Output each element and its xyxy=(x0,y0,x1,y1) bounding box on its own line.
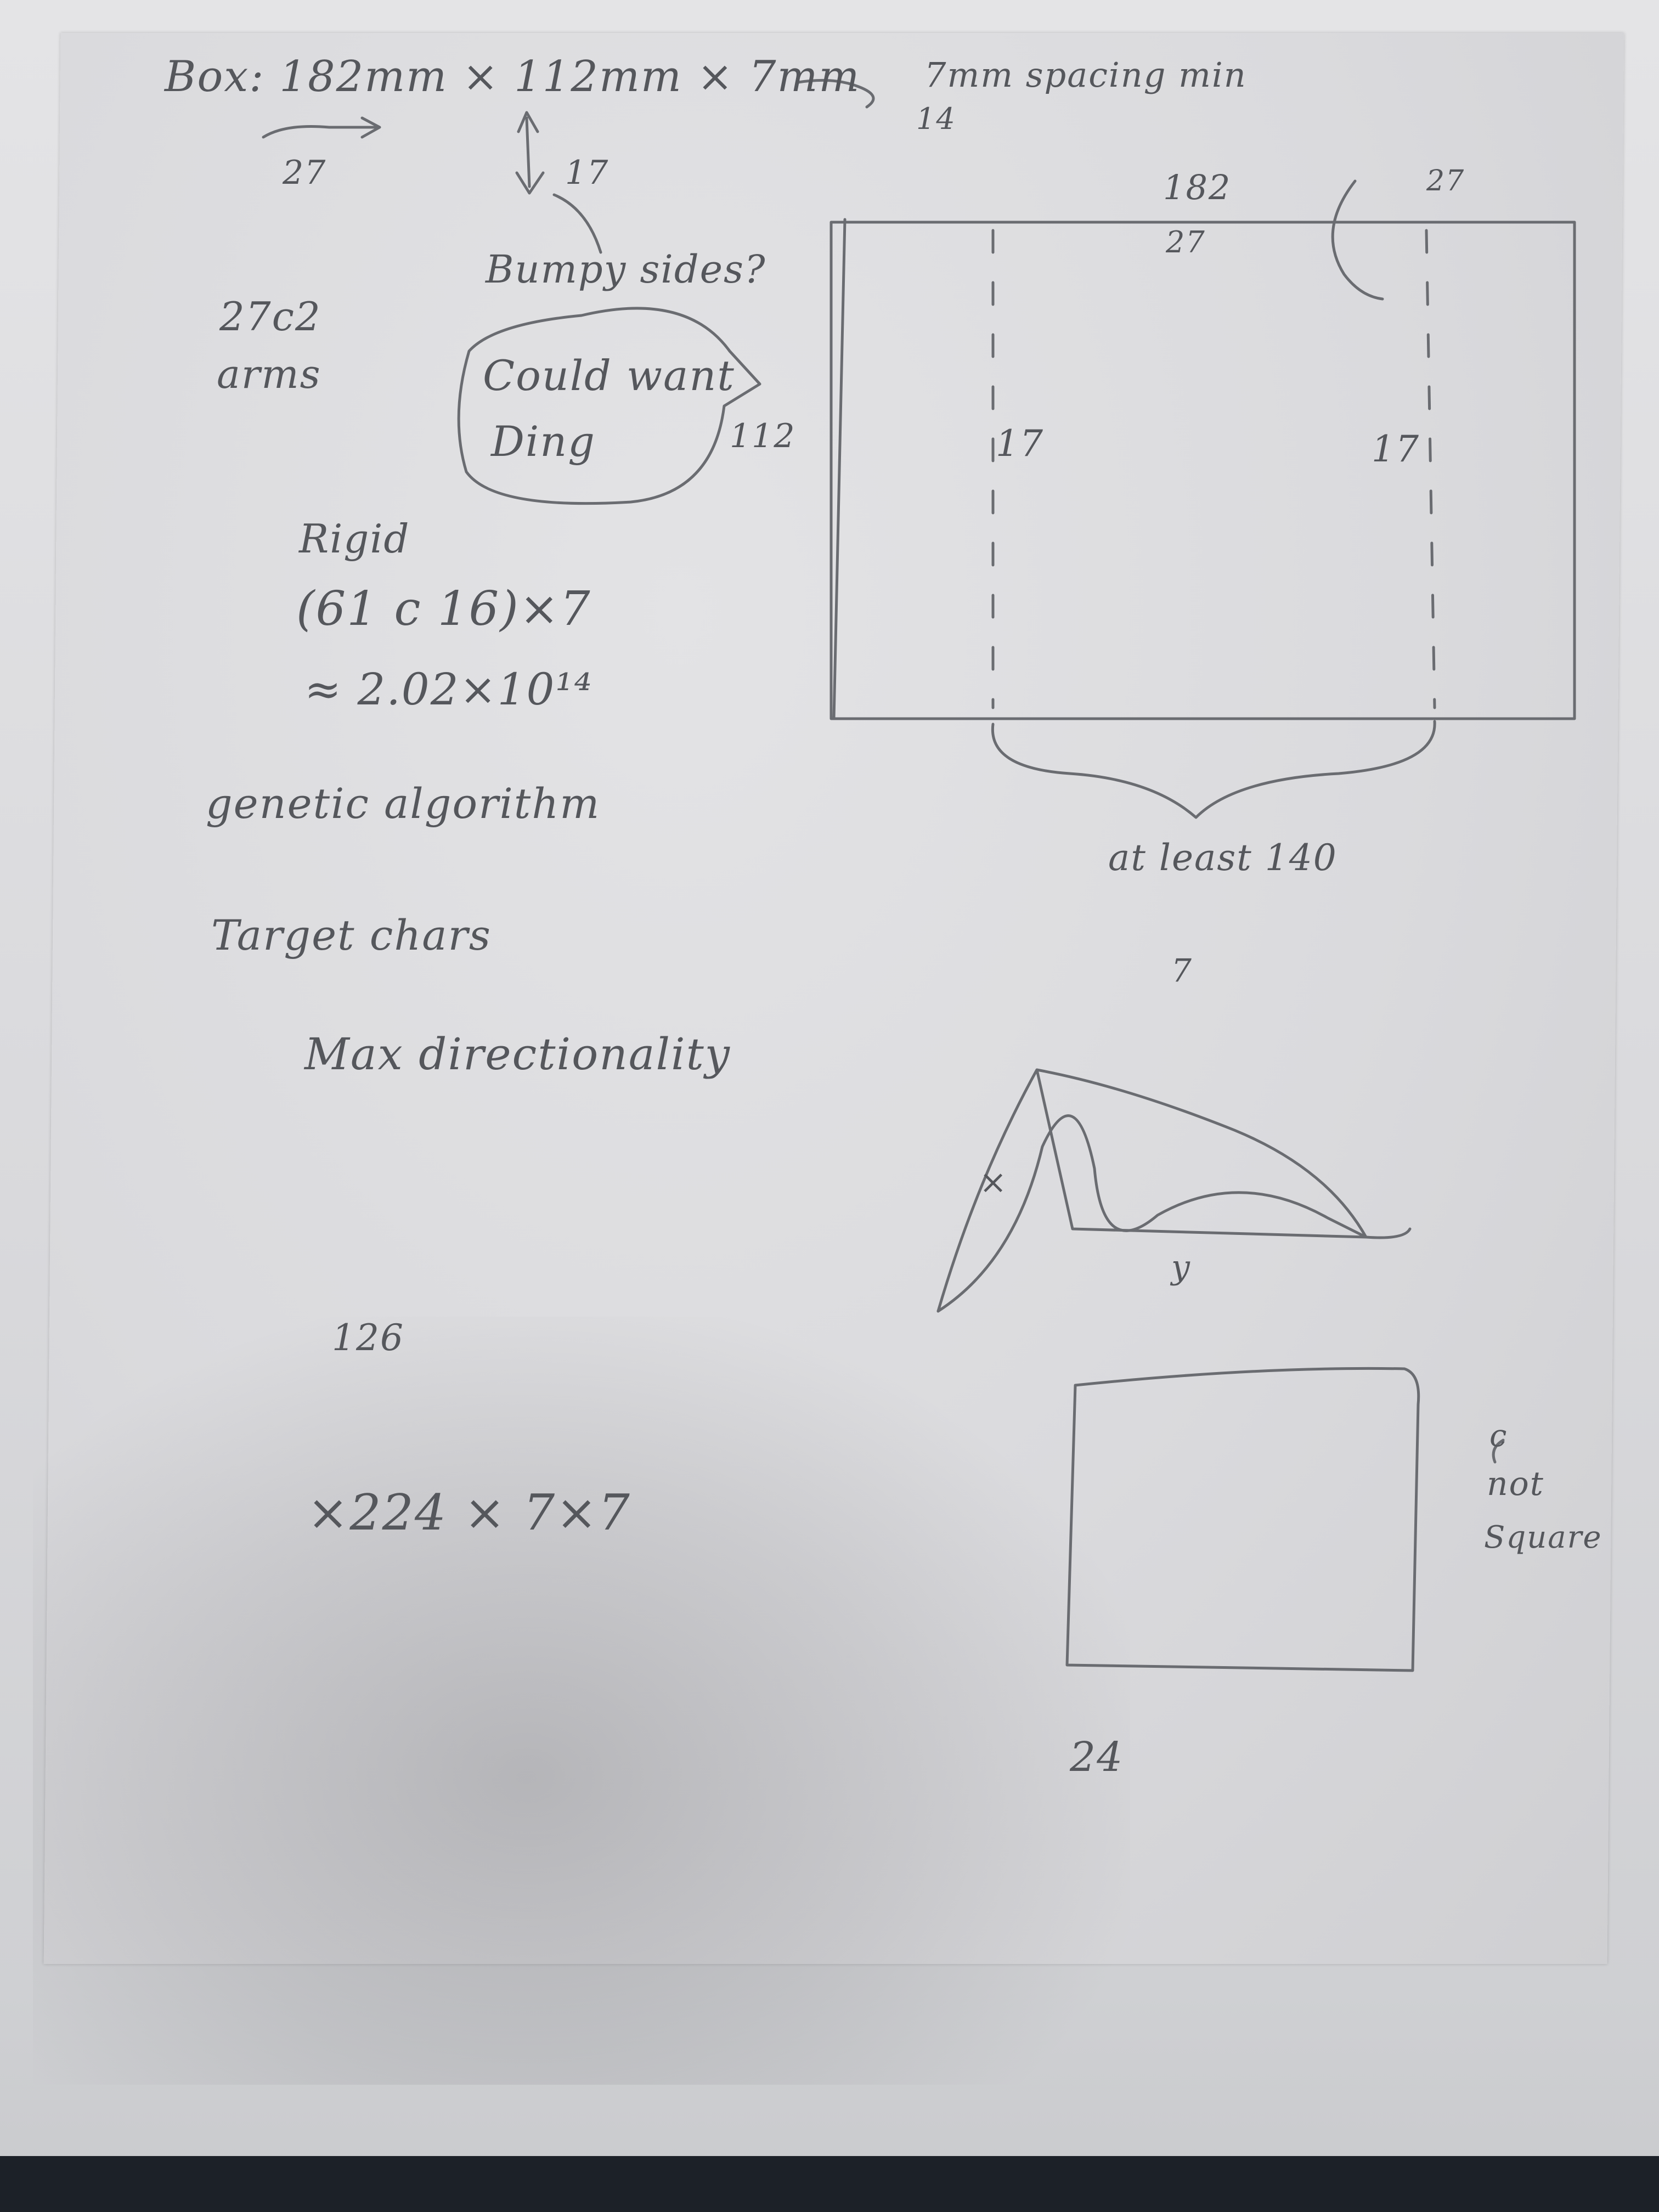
square-label-square: Square xyxy=(1484,1520,1602,1555)
target-chars: Target chars xyxy=(211,911,492,960)
top-27-right: 27 xyxy=(1426,165,1465,198)
right-17: 17 xyxy=(1372,428,1420,470)
rigid-approx: ≈ 2.02×10¹⁴ xyxy=(304,664,593,715)
box-left-edge xyxy=(832,218,847,720)
curve-inner xyxy=(936,1114,1412,1313)
spacing-arrow xyxy=(797,78,875,109)
seven-label: 7 xyxy=(1171,952,1193,989)
rigid-formula: (61 c 16)×7 xyxy=(296,582,591,636)
max-directionality: Max directionality xyxy=(304,1029,731,1080)
box-dimensions: Box: 182mm × 112mm × 7mm xyxy=(165,52,861,101)
side-112: 112 xyxy=(730,417,796,455)
left-17: 17 xyxy=(996,422,1044,465)
bottom-24: 24 xyxy=(1070,1734,1124,1781)
width-arrow xyxy=(262,116,381,139)
square-label-c: c xyxy=(1489,1418,1508,1454)
bumpy-sides: Bumpy sides? xyxy=(486,247,766,292)
y-mark: y xyxy=(1171,1248,1191,1286)
inner-27: 27 xyxy=(1166,225,1206,259)
spacing-sub: 14 xyxy=(916,101,956,136)
arms-label: arms xyxy=(217,351,321,397)
bumpy-pointer xyxy=(552,193,602,254)
box-outline xyxy=(830,221,1576,720)
top-182: 182 xyxy=(1163,167,1232,207)
height-arrow xyxy=(515,111,545,195)
square-outline xyxy=(1065,1367,1420,1672)
number-126: 126 xyxy=(332,1317,404,1359)
height-label: 17 xyxy=(565,154,610,192)
genetic-algorithm: genetic algorithm xyxy=(206,779,601,828)
bottom-brace xyxy=(991,720,1436,819)
square-label-not: not xyxy=(1487,1465,1544,1503)
right-dashed-line xyxy=(1425,229,1436,709)
at-least-140: at least 140 xyxy=(1108,837,1338,879)
could-want: Could want xyxy=(483,351,735,400)
width-label: 27 xyxy=(283,154,327,192)
spacing-note: 7mm spacing min xyxy=(924,55,1247,95)
bracket-c xyxy=(1492,1438,1505,1464)
desk-dark-edge xyxy=(0,2156,1659,2212)
product-expression: ×224 × 7×7 xyxy=(307,1484,631,1542)
ding: Ding xyxy=(491,417,596,466)
rigid-label: Rigid xyxy=(299,516,410,562)
x-mark: × xyxy=(979,1163,1008,1201)
corner-arc xyxy=(1331,179,1384,301)
note-bubble xyxy=(457,307,761,505)
curve-outer xyxy=(936,1068,1368,1313)
arms-ratio: 27c2 xyxy=(219,294,321,340)
